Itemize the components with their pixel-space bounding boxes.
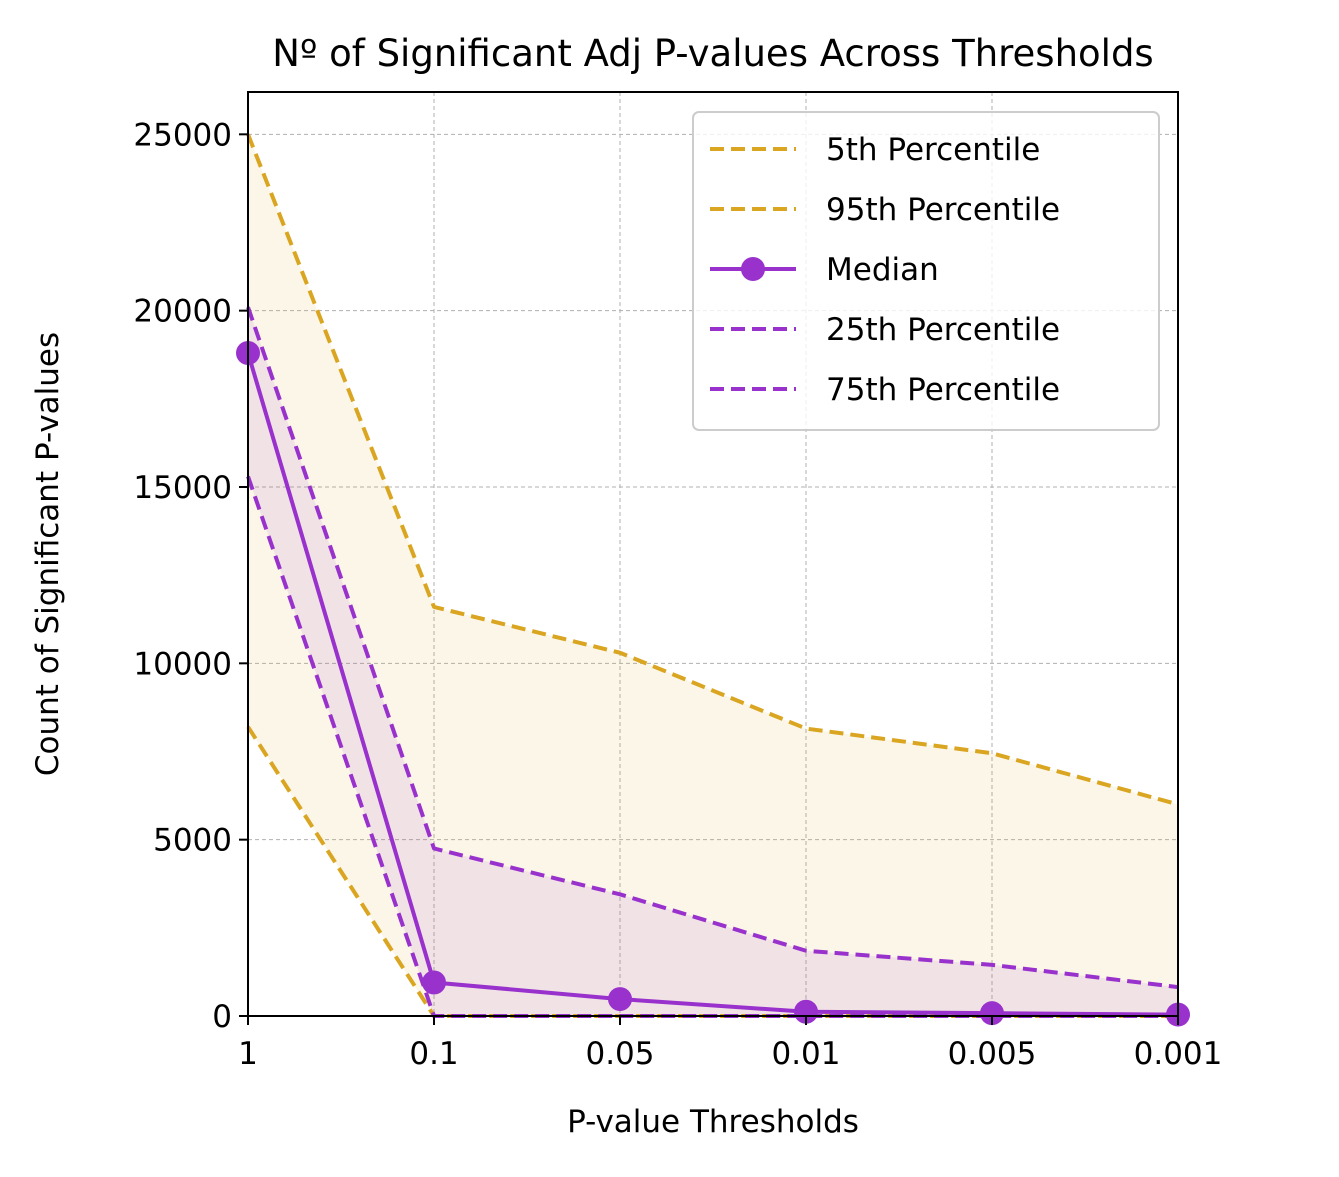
x-axis-ticks: 1 0.1 0.05 0.01 0.005 0.001: [238, 1016, 1222, 1072]
y-tick-label: 10000: [133, 646, 232, 682]
x-axis-label: P-value Thresholds: [567, 1104, 859, 1140]
median-point: [422, 970, 446, 995]
x-tick-label: 0.1: [409, 1036, 458, 1072]
median-point: [980, 1001, 1004, 1026]
legend-label: 75th Percentile: [826, 372, 1060, 408]
plot-frame: [247, 91, 1179, 1017]
legend-label: 95th Percentile: [826, 192, 1060, 228]
legend-label: 25th Percentile: [826, 312, 1060, 348]
y-tick-label: 15000: [133, 470, 232, 506]
y-tick-label: 20000: [133, 294, 232, 330]
x-tick-label: 0.05: [585, 1036, 654, 1072]
legend-marker: [741, 257, 765, 281]
x-tick-label: 0.01: [771, 1036, 840, 1072]
y-tick-label: 5000: [153, 823, 232, 859]
median-point: [608, 987, 632, 1012]
legend-label: 5th Percentile: [826, 132, 1040, 168]
series-line: [246, 352, 1179, 1017]
y-tick-label: 25000: [133, 117, 232, 153]
band-area: [248, 134, 1178, 1016]
series-line: [246, 133, 1179, 807]
x-tick-label: 0.001: [1134, 1036, 1223, 1072]
x-tick-label: 0.005: [948, 1036, 1037, 1072]
y-axis-label: Count of Significant P-values: [30, 332, 66, 776]
y-axis-ticks: 0 5000 10000 15000 20000 25000: [133, 117, 248, 1035]
bands: [248, 134, 1178, 1016]
chart-title: Nº of Significant Adj P-values Across Th…: [272, 32, 1153, 75]
legend-label: Median: [826, 252, 939, 288]
y-tick-label: 0: [212, 999, 232, 1035]
x-tick-label: 1: [238, 1036, 258, 1072]
legend: 5th Percentile 95th Percentile Median 25th …: [692, 111, 1160, 431]
legend-box: [692, 111, 1160, 431]
series-line: [246, 306, 1179, 990]
